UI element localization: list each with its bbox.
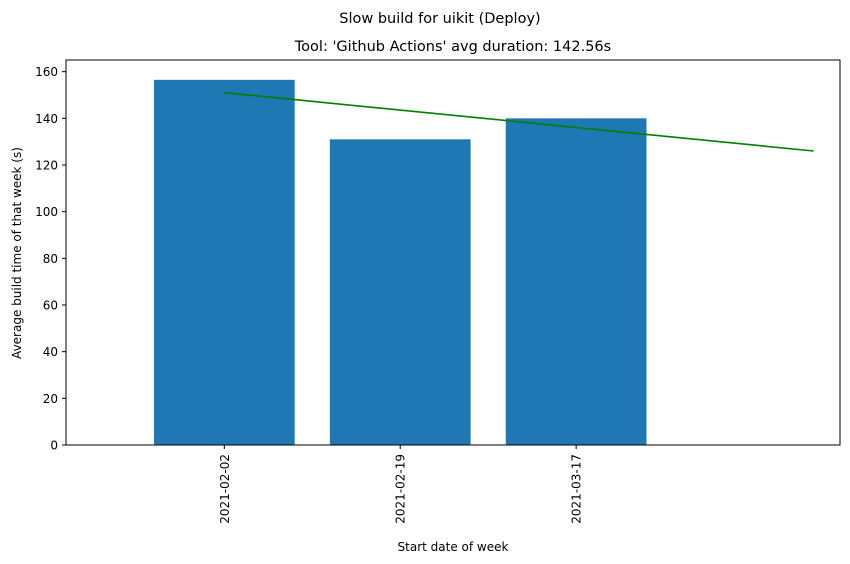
x-axis-label: Start date of week	[398, 540, 509, 554]
x-tick-label-2021-02-02: 2021-02-02	[218, 454, 232, 524]
y-axis-label: Average build time of that week (s)	[10, 147, 24, 359]
y-tick-label-160: 160	[35, 65, 58, 79]
chart-title: Tool: 'Github Actions' avg duration: 142…	[294, 39, 611, 55]
plot-frame	[65, 59, 841, 446]
y-tick-label-120: 120	[35, 159, 58, 173]
y-tick-label-60: 60	[43, 299, 58, 313]
y-tick-label-20: 20	[43, 392, 58, 406]
trend-line	[224, 91, 814, 152]
bar-2021-03-17	[505, 118, 647, 445]
plot-area: 0 20 40 60 80 100 120 140 160 2021-02-02 2021-02-1…	[35, 59, 841, 524]
bar-2021-02-02	[153, 79, 295, 445]
y-tick-label-140: 140	[35, 112, 58, 126]
y-tick-label-40: 40	[43, 345, 58, 359]
y-tick-label-100: 100	[35, 205, 58, 219]
bar-2021-02-19	[329, 139, 471, 446]
y-tick-label-0: 0	[50, 439, 58, 453]
y-tick-label-80: 80	[43, 252, 58, 266]
x-tick-label-2021-03-17: 2021-03-17	[570, 454, 584, 524]
x-tick-label-2021-02-19: 2021-02-19	[394, 454, 408, 524]
chart-suptitle: Slow build for uikit (Deploy)	[339, 11, 540, 27]
